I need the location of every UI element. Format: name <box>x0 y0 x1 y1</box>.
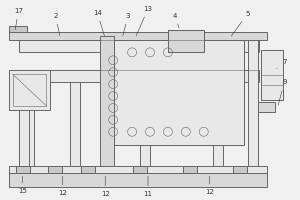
Bar <box>13 74 46 106</box>
Bar <box>257 102 275 112</box>
Bar <box>19 40 260 52</box>
Text: 11: 11 <box>143 176 152 197</box>
Text: 12: 12 <box>205 176 214 195</box>
Bar <box>118 40 126 70</box>
Bar <box>19 70 260 82</box>
Bar <box>49 166 62 173</box>
Text: 5: 5 <box>231 11 250 36</box>
Bar <box>168 30 204 52</box>
Text: 2: 2 <box>53 13 60 36</box>
Bar <box>16 166 30 173</box>
Text: 12: 12 <box>101 176 110 197</box>
Text: 7: 7 <box>277 59 286 68</box>
Bar <box>262 50 284 100</box>
Bar <box>168 30 204 52</box>
Bar <box>140 71 150 166</box>
Bar <box>248 40 257 166</box>
Text: 15: 15 <box>18 176 27 194</box>
Text: 13: 13 <box>136 6 152 36</box>
Text: 4: 4 <box>173 13 179 28</box>
Bar <box>81 166 95 173</box>
Bar <box>114 40 244 145</box>
Bar <box>9 32 268 40</box>
Text: 12: 12 <box>58 176 67 196</box>
Bar <box>70 71 80 166</box>
Bar <box>9 70 50 110</box>
Bar <box>213 71 223 166</box>
Bar <box>9 173 268 187</box>
Bar <box>133 166 147 173</box>
Text: 14: 14 <box>93 10 104 36</box>
Bar <box>183 166 197 173</box>
Bar <box>24 71 34 166</box>
Text: 3: 3 <box>123 13 130 36</box>
Text: 17: 17 <box>14 8 23 30</box>
Bar <box>114 40 244 145</box>
Bar <box>100 36 114 166</box>
Bar <box>9 26 27 32</box>
Bar <box>232 166 247 173</box>
Bar <box>262 50 284 100</box>
Text: 9: 9 <box>278 79 286 105</box>
Bar <box>19 82 28 166</box>
Bar <box>9 166 268 173</box>
